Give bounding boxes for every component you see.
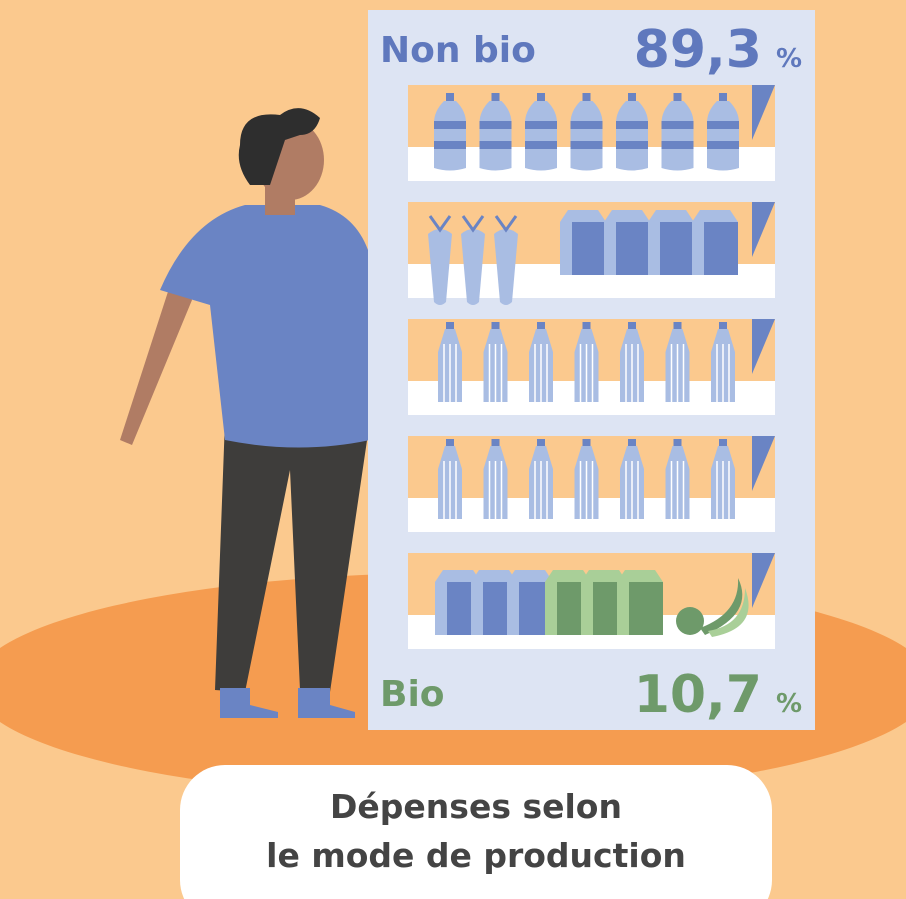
caption: Dépenses selon [330, 787, 622, 826]
bottle [628, 439, 636, 446]
caption-box [180, 765, 772, 899]
carton [616, 222, 650, 275]
bottle [719, 322, 727, 329]
bottle [616, 101, 648, 171]
bottle [674, 439, 682, 446]
bottle [492, 439, 500, 446]
bottle-band [571, 121, 603, 129]
bottle [492, 322, 500, 329]
bottle [628, 93, 636, 101]
unit: % [776, 689, 802, 719]
bottle [492, 93, 500, 101]
bottle [707, 101, 739, 171]
label: Bio [380, 674, 445, 715]
bottle [571, 101, 603, 171]
bottle-band [662, 121, 694, 129]
carton [572, 222, 606, 275]
carton [704, 222, 738, 275]
bottle-band [707, 141, 739, 149]
apple [676, 607, 704, 635]
bottle [480, 101, 512, 171]
bottle-band [662, 141, 694, 149]
bottle-band [480, 121, 512, 129]
bottle [525, 101, 557, 171]
bottle-band [434, 141, 466, 149]
bottle [583, 439, 591, 446]
carton [629, 582, 663, 635]
bottle [537, 439, 545, 446]
bottle [537, 93, 545, 101]
bottle [662, 101, 694, 171]
bottle [583, 93, 591, 101]
bottle-band [480, 141, 512, 149]
shelves [408, 85, 775, 649]
carton [660, 222, 694, 275]
bottle-band [616, 141, 648, 149]
bottle-band [616, 121, 648, 129]
share-value: 10,7 [634, 665, 762, 725]
bottle-band [571, 141, 603, 149]
bottle-band [434, 121, 466, 129]
unit: % [776, 44, 802, 74]
label: Non bio [380, 30, 536, 71]
bottle [446, 439, 454, 446]
bottle-band [525, 141, 557, 149]
bottle-band [707, 121, 739, 129]
caption: le mode de production [266, 836, 686, 875]
bottle [446, 322, 454, 329]
bottle [674, 93, 682, 101]
bottle [446, 93, 454, 101]
bottle [719, 439, 727, 446]
bottle [628, 322, 636, 329]
bottle [719, 93, 727, 101]
bottle [583, 322, 591, 329]
share-value: 89,3 [634, 20, 762, 80]
page: Non bio 89,3 % Bio 10,7 % Dépenses selon… [0, 0, 906, 899]
bottle [434, 101, 466, 171]
bottle [674, 322, 682, 329]
bottle [537, 322, 545, 329]
infographic: Non bio 89,3 % Bio 10,7 % Dépenses selon… [0, 0, 906, 899]
bottle-band [525, 121, 557, 129]
